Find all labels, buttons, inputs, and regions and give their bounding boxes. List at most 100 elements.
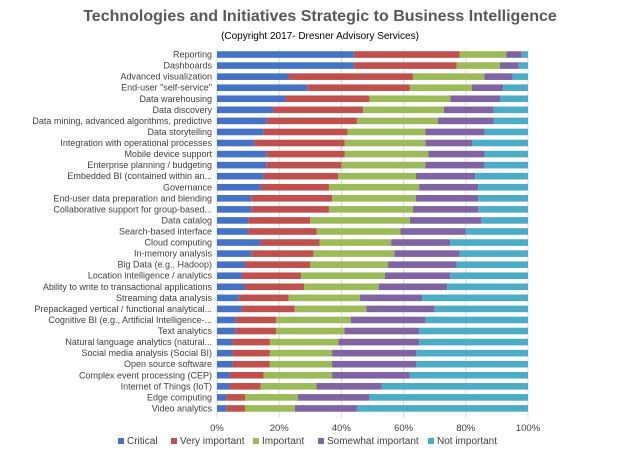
bar-segment (217, 338, 233, 346)
bar-segment (369, 95, 451, 103)
bar-segment (350, 316, 426, 324)
category-label: Data warehousing (139, 94, 212, 104)
category-label: Cloud computing (144, 238, 212, 248)
legend-label: Important (262, 436, 304, 447)
bar-segment (217, 95, 286, 103)
bar-segment (493, 106, 528, 114)
bar-segment (266, 161, 342, 169)
bar-segment (288, 294, 361, 302)
bar-segment (235, 327, 277, 335)
bar-segment (235, 316, 277, 324)
bar-segment (366, 305, 435, 313)
bar-segment (217, 84, 308, 92)
bar-segment (459, 51, 507, 58)
bar-segment (217, 371, 230, 379)
bar-segment (381, 383, 528, 390)
bar-segment (217, 183, 261, 191)
bar-segment (425, 139, 473, 147)
bar-segment (378, 283, 448, 291)
bar-segment (260, 183, 329, 191)
bar-segment (332, 360, 417, 368)
bar-segment (217, 228, 249, 235)
bar-segment (232, 349, 270, 357)
bar-segment (344, 150, 429, 158)
bar-segment (447, 283, 528, 291)
chart-title: Technologies and Initiatives Strategic t… (83, 8, 557, 25)
bar-segment (419, 183, 479, 191)
bar-segment (419, 327, 528, 335)
bar-segment (369, 394, 528, 401)
bar-segment (244, 394, 298, 401)
bar-segment (316, 228, 401, 235)
legend-swatch (253, 438, 259, 444)
x-tick-label: 20% (270, 423, 290, 434)
x-tick-label: 100% (516, 423, 541, 434)
bar-segment (500, 62, 519, 69)
category-label: End-user data preparation and blending (53, 193, 212, 203)
bar-segment (456, 62, 501, 69)
bar-segment (269, 349, 333, 357)
bar-segment (503, 84, 528, 92)
bar-segment (450, 95, 501, 103)
bar-segment (506, 51, 522, 58)
legend-label: Very important (180, 436, 245, 447)
bar-segment (425, 161, 485, 169)
bar-segment (384, 272, 451, 280)
bar-segment (475, 172, 528, 180)
bar-segment (263, 371, 333, 379)
bar-segment (217, 261, 245, 268)
bar-segment (391, 239, 451, 246)
category-label: Natural language analytics (natural... (65, 337, 212, 347)
bar-segment (276, 327, 345, 335)
bar-segment (217, 195, 252, 202)
category-label: Location intelligence / analytics (88, 271, 213, 281)
bar-segment (444, 106, 494, 114)
x-tick-label: 80% (456, 423, 476, 434)
bar-segment (217, 62, 354, 69)
category-label: Streaming data analysis (116, 293, 213, 303)
bar-segment (307, 84, 410, 92)
bar-segment (217, 349, 233, 357)
bar-segment (241, 305, 295, 313)
bar-segment (294, 405, 357, 412)
bar-segment (266, 117, 357, 125)
bar-segment (360, 294, 423, 302)
category-label: Integration with operational processes (60, 138, 212, 148)
bar-segment (356, 405, 528, 412)
bar-segment (217, 394, 227, 401)
bar-segment (251, 250, 314, 257)
category-label: Dashboards (163, 61, 212, 71)
bar-segment (297, 394, 370, 401)
bar-segment (450, 272, 528, 280)
bar-segment (500, 95, 528, 103)
bar-segment (434, 305, 528, 313)
bar-segment (425, 316, 528, 324)
category-label: Data storytelling (147, 127, 212, 137)
bar-segment (465, 228, 528, 235)
bar-segment (232, 360, 270, 368)
bar-segment (229, 383, 261, 390)
bar-segment (394, 250, 460, 257)
bar-segment (251, 206, 329, 213)
bar-segment (217, 106, 273, 114)
bar-segment (272, 106, 364, 114)
category-label: Data discovery (152, 105, 212, 115)
bar-segment (472, 139, 528, 147)
category-label: Data catalog (161, 215, 212, 225)
x-tick-label: 60% (394, 423, 414, 434)
bar-segment (347, 128, 426, 136)
bar-segment (472, 84, 504, 92)
bar-segment (217, 172, 264, 180)
category-label: End-user "self-service" (121, 83, 212, 93)
bar-segment (437, 117, 494, 125)
bar-segment (263, 128, 348, 136)
bar-segment (217, 206, 252, 213)
bar-segment (338, 172, 417, 180)
category-label: Embedded BI (contained within an... (67, 171, 212, 181)
bar-segment (328, 206, 413, 213)
bar-segment (217, 161, 267, 169)
legend-swatch (428, 438, 434, 444)
bar-segment (244, 405, 295, 412)
bar-segment (266, 150, 345, 158)
category-label: Data mining, advanced algorithms, predic… (32, 116, 212, 126)
